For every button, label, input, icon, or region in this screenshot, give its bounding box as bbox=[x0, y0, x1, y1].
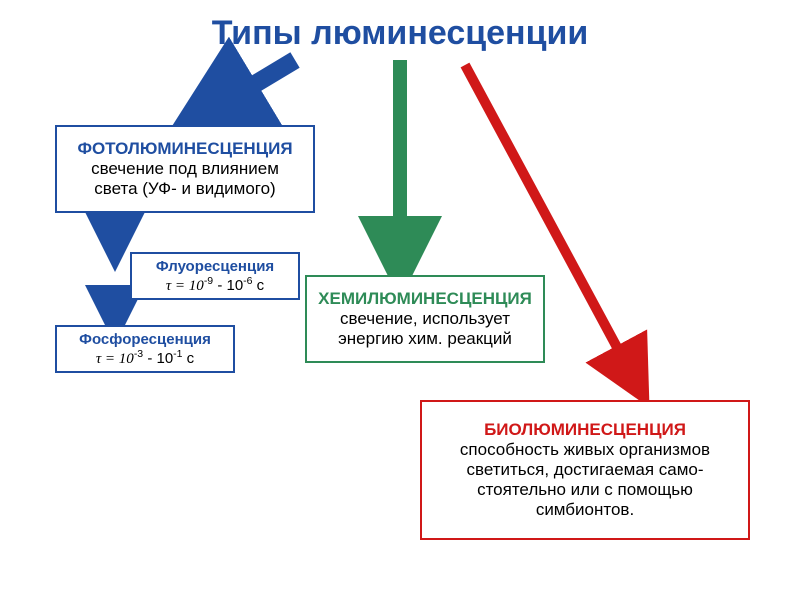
box-photoluminescence: ФОТОЛЮМИНЕСЦЕНЦИЯ свечение под влиянием … bbox=[55, 125, 315, 213]
fluor-exp2: -6 bbox=[243, 275, 252, 287]
box-phosphorescence: Фосфоресценция τ = 10-3 - 10-1 с bbox=[55, 325, 235, 373]
box-bio-sub4: симбионтов. bbox=[536, 500, 634, 520]
box-bioluminescence: БИОЛЮМИНЕСЦЕНЦИЯ способность живых орган… bbox=[420, 400, 750, 540]
box-photo-head: ФОТОЛЮМИНЕСЦЕНЦИЯ bbox=[77, 139, 292, 159]
phos-mid: - 10 bbox=[143, 350, 173, 367]
fluor-exp1: -9 bbox=[204, 275, 213, 287]
page-title: Типы люминесценции bbox=[0, 0, 800, 53]
fluor-mid: - 10 bbox=[213, 277, 243, 294]
phos-tau-pre: τ = 10 bbox=[96, 351, 134, 367]
box-fluor-tau: τ = 10-9 - 10-6 с bbox=[166, 275, 264, 295]
box-photo-sub1: свечение под влиянием bbox=[91, 159, 279, 179]
box-bio-sub1: способность живых организмов bbox=[460, 440, 710, 460]
box-bio-head: БИОЛЮМИНЕСЦЕНЦИЯ bbox=[484, 420, 686, 440]
box-chemi-sub2: энергию хим. реакций bbox=[338, 329, 512, 349]
phos-tail: с bbox=[183, 350, 195, 367]
box-phos-head: Фосфоресценция bbox=[79, 331, 211, 348]
phos-exp1: -3 bbox=[134, 348, 143, 360]
box-fluorescence: Флуоресценция τ = 10-9 - 10-6 с bbox=[130, 252, 300, 300]
box-chemi-sub1: свечение, использует bbox=[340, 309, 510, 329]
box-chemi-head: ХЕМИЛЮМИНЕСЦЕНЦИЯ bbox=[318, 289, 532, 309]
box-photo-sub2: света (УФ- и видимого) bbox=[94, 179, 275, 199]
box-bio-sub2: светиться, достигаемая само- bbox=[466, 460, 703, 480]
box-fluor-head: Флуоресценция bbox=[156, 258, 274, 275]
arrow-blue-icon bbox=[195, 60, 295, 120]
phos-exp2: -1 bbox=[173, 348, 182, 360]
box-phos-tau: τ = 10-3 - 10-1 с bbox=[96, 348, 194, 368]
box-chemiluminescence: ХЕМИЛЮМИНЕСЦЕНЦИЯ свечение, использует э… bbox=[305, 275, 545, 363]
box-bio-sub3: стоятельно или с помощью bbox=[477, 480, 693, 500]
fluor-tau-pre: τ = 10 bbox=[166, 278, 204, 294]
fluor-tail: с bbox=[253, 277, 265, 294]
